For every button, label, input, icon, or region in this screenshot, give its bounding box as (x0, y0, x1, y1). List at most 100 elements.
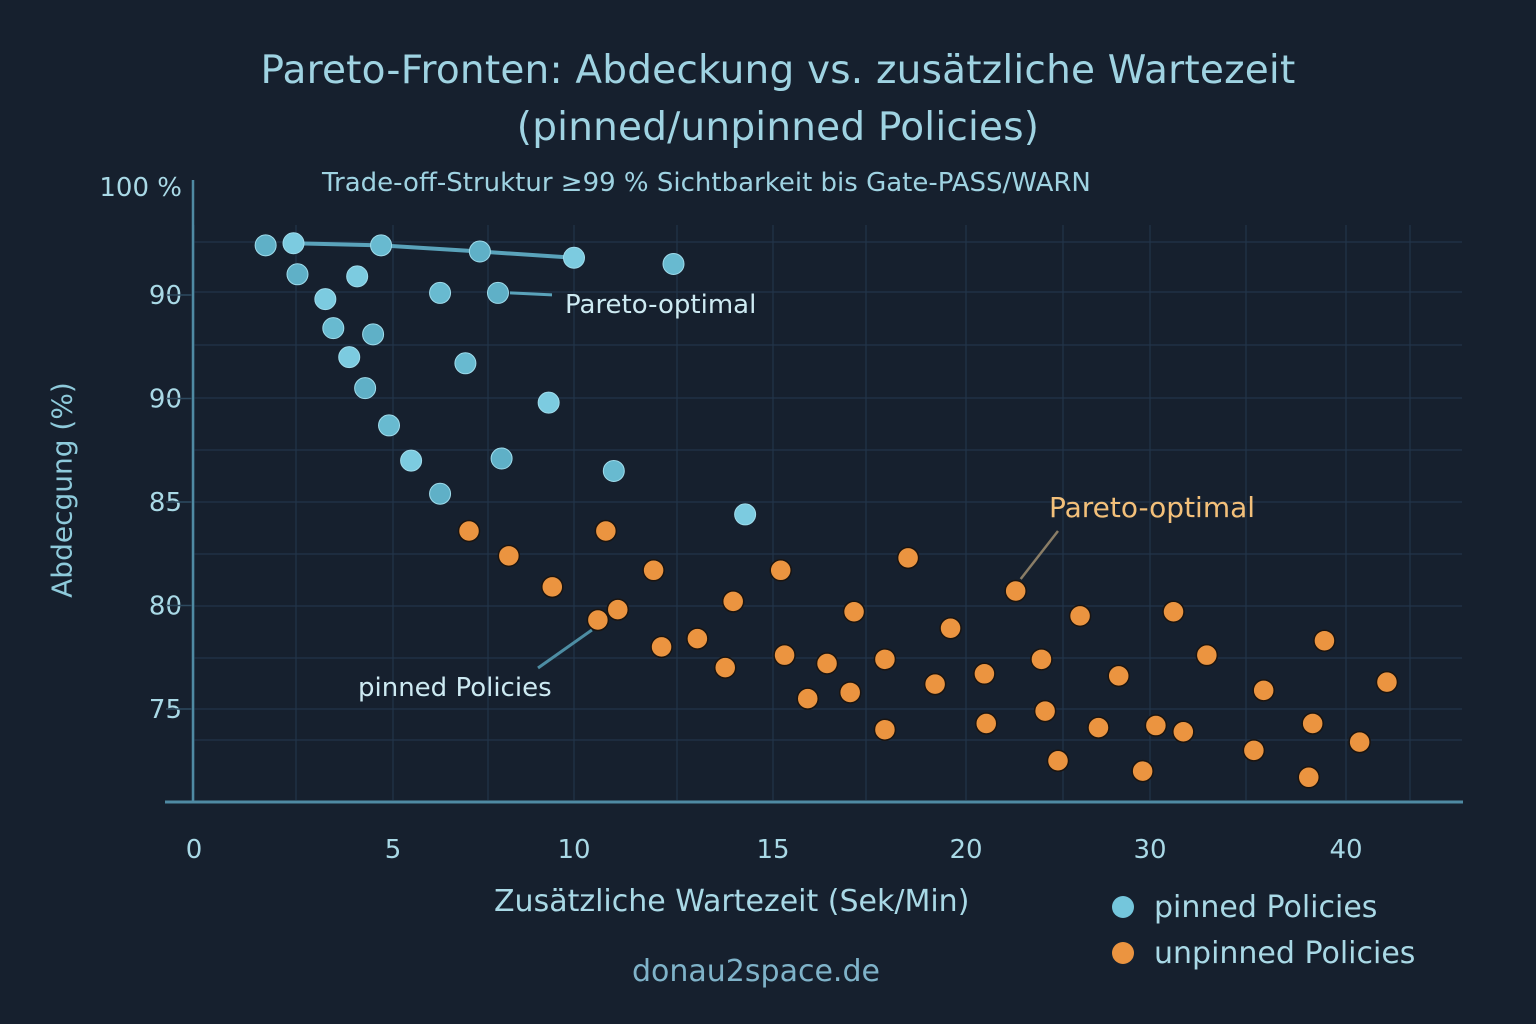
x-tick-label: 5 (385, 835, 402, 865)
point-pinned (370, 234, 393, 257)
point-unpinned (1131, 759, 1154, 783)
point-unpinned (497, 544, 521, 568)
point-unpinned (606, 598, 630, 621)
chart-subtitle: Trade-off-Struktur ≥99 % Sichtbarkeit bi… (322, 168, 1091, 198)
point-unpinned (594, 519, 618, 543)
point-pinned (338, 346, 361, 369)
point-pinned (346, 265, 369, 288)
point-unpinned (1172, 720, 1195, 744)
point-unpinned (1195, 643, 1219, 667)
y-tick-label: 85 (149, 488, 182, 518)
point-unpinned (1033, 699, 1057, 723)
x-tick-label: 20 (949, 835, 982, 865)
point-unpinned (1297, 766, 1321, 789)
point-pinned (490, 447, 513, 470)
point-unpinned (1252, 679, 1275, 702)
point-unpinned (923, 672, 947, 696)
point-unpinned (873, 718, 897, 741)
tick-labels: 100 % 90 90 85 80 75 0 5 10 15 20 30 40 (99, 173, 1362, 865)
point-unpinned (457, 519, 481, 543)
legend-label-unpinned: unpinned Policies (1154, 935, 1416, 971)
y-tick-label: 75 (149, 695, 182, 725)
point-unpinned (1313, 629, 1336, 652)
annotation-leader-pinned-pareto (509, 291, 553, 297)
point-pinned (602, 459, 625, 482)
point-pinned (454, 352, 477, 375)
point-unpinned (1107, 664, 1130, 688)
annotations: Pareto-optimal pinned Policies Pareto-opti… (358, 290, 1255, 703)
chart-title: Pareto-Fronten: Abdeckung vs. zusätzlich… (0, 42, 1536, 156)
point-unpinned (973, 662, 996, 686)
point-pinned (400, 449, 423, 472)
data-points (254, 232, 1399, 789)
point-unpinned (1046, 749, 1070, 772)
point-pinned (254, 234, 277, 257)
x-tick-label: 0 (186, 835, 203, 865)
point-pinned (362, 323, 385, 346)
point-unpinned (650, 635, 673, 659)
watermark: donau2space.de (632, 954, 880, 989)
point-pinned (734, 503, 757, 526)
point-unpinned (1030, 648, 1053, 671)
point-pinned (486, 281, 509, 304)
point-pinned (563, 246, 585, 269)
point-unpinned (769, 559, 792, 582)
point-pinned (537, 391, 560, 414)
point-unpinned (842, 600, 866, 623)
point-pinned (662, 252, 685, 275)
axes (165, 180, 1463, 804)
pareto-front-line (293, 241, 575, 260)
point-pinned (429, 482, 452, 505)
point-unpinned (642, 559, 665, 582)
y-tick-label: 90 (149, 281, 182, 311)
point-pinned (354, 377, 377, 400)
legend-item-pinned: pinned Policies (1112, 884, 1415, 930)
point-unpinned (586, 608, 610, 632)
chart-title-line2: (pinned/unpinned Policies) (516, 105, 1040, 150)
legend-item-unpinned: unpinned Policies (1112, 930, 1415, 976)
x-tick-label: 15 (756, 835, 789, 865)
y-tick-label: 90 (149, 385, 182, 415)
x-axis-label: Zusätzliche Wartezeit (Sek/Min) (494, 884, 970, 919)
point-unpinned (1068, 604, 1092, 628)
point-pinned (322, 317, 345, 340)
point-unpinned (796, 687, 819, 710)
legend-label-pinned: pinned Policies (1154, 889, 1378, 925)
pareto-front-pinned (293, 241, 575, 260)
point-unpinned (838, 681, 862, 704)
point-unpinned (773, 643, 796, 667)
point-unpinned (815, 652, 839, 675)
point-unpinned (713, 656, 737, 679)
point-unpinned (541, 575, 564, 599)
x-tick-label: 10 (557, 835, 590, 865)
point-unpinned (1162, 600, 1185, 623)
grid (193, 225, 1462, 800)
annotation-pinned-pareto: Pareto-optimal (565, 290, 756, 320)
point-unpinned (1301, 712, 1324, 735)
point-pinned (378, 414, 401, 437)
point-pinned (314, 288, 337, 311)
point-pinned (468, 240, 491, 263)
legend: pinned Policies unpinned Policies (1112, 884, 1415, 976)
annotation-pinned-policies: pinned Policies (358, 673, 552, 703)
point-unpinned (939, 617, 962, 640)
point-unpinned (1004, 579, 1027, 603)
y-tick-label: 100 % (99, 173, 182, 203)
point-unpinned (896, 546, 920, 570)
point-unpinned (1242, 739, 1266, 762)
annotation-unpinned-pareto: Pareto-optimal (1049, 491, 1255, 524)
point-unpinned (1375, 670, 1399, 694)
point-unpinned (1144, 714, 1168, 737)
annotation-leader-unpinned-pareto (1019, 530, 1059, 580)
point-unpinned (686, 627, 709, 650)
point-unpinned (1348, 730, 1371, 754)
x-tick-label: 30 (1133, 835, 1166, 865)
x-tick-label: 40 (1329, 835, 1362, 865)
point-unpinned (1087, 716, 1110, 739)
point-pinned (286, 263, 309, 286)
legend-marker-unpinned-icon (1112, 942, 1134, 964)
chart-title-line1: Pareto-Fronten: Abdeckung vs. zusätzlich… (260, 48, 1296, 93)
legend-marker-pinned-icon (1112, 896, 1134, 918)
y-tick-label: 80 (149, 592, 182, 622)
